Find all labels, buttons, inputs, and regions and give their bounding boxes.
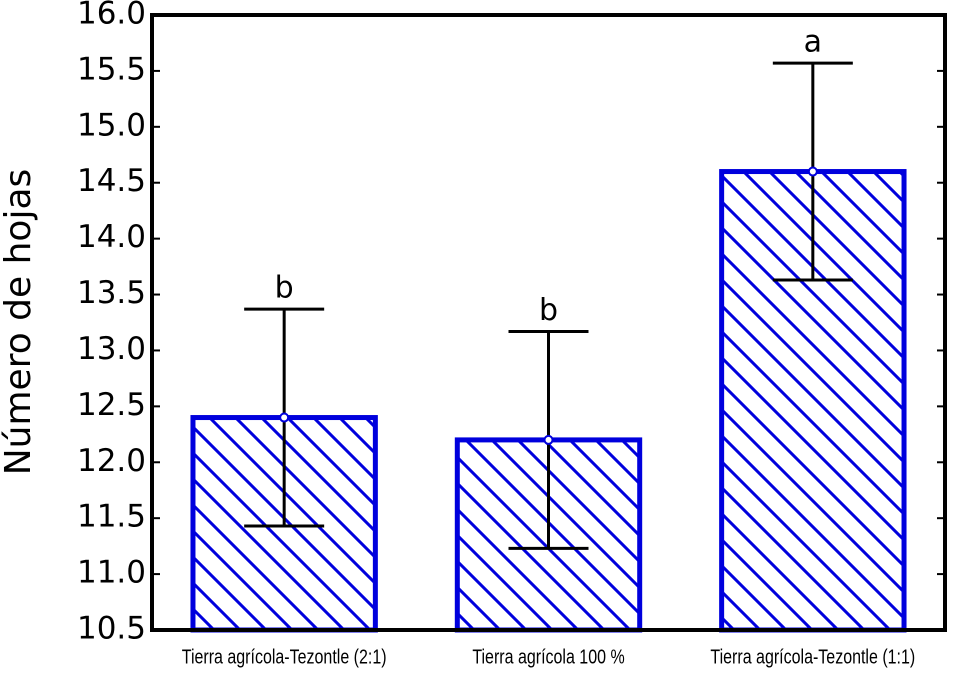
y-tick-label: 11.0 (77, 555, 146, 591)
y-tick-label: 13.5 (77, 275, 146, 311)
significance-letter: a (804, 25, 822, 60)
y-axis-label: Número de hojas (0, 169, 39, 476)
plot-frame (150, 13, 947, 632)
significance-letter: b (275, 271, 294, 306)
x-tick-label: Tierra agrícola-Tezontle (2:1) (182, 646, 387, 668)
y-tick-label: 14.5 (77, 163, 146, 199)
point-marker (279, 412, 290, 423)
x-tick-label: Tierra agrícola 100 % (472, 646, 624, 668)
y-tick-label: 16.0 (77, 0, 146, 32)
point-marker (543, 434, 554, 445)
x-tick-label: Tierra agrícola-Tezontle (1:1) (710, 646, 915, 668)
significance-letter: b (539, 293, 558, 328)
y-tick-label: 12.5 (77, 387, 146, 423)
y-tick-label: 10.5 (77, 611, 146, 647)
y-tick-label: 14.0 (77, 219, 146, 255)
y-tick-label: 15.0 (77, 107, 146, 143)
y-tick-label: 11.5 (77, 499, 146, 535)
y-tick-label: 13.0 (77, 331, 146, 367)
y-tick-label: 12.0 (77, 443, 146, 479)
y-tick-label: 15.5 (77, 51, 146, 87)
point-marker (807, 166, 818, 177)
